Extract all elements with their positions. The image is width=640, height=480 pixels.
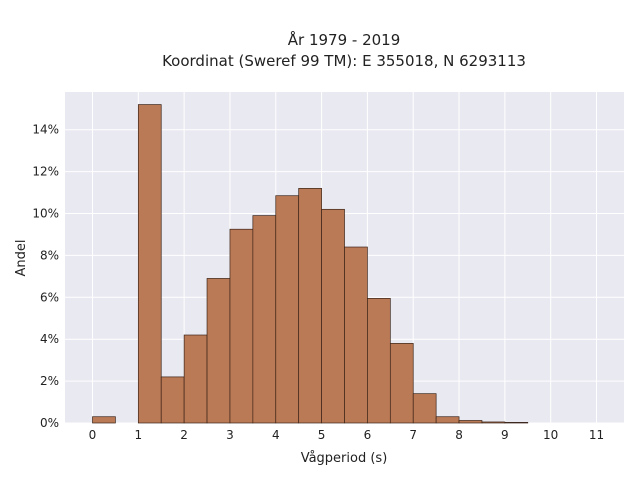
x-tick-label-9: 9 [501, 428, 509, 442]
bar-16 [481, 421, 506, 424]
y-tick-labels: 0% 2% 4% 6% 8% 10% 12% 14% [32, 123, 59, 430]
x-tick-label-2: 2 [180, 428, 188, 442]
bar-9 [321, 208, 345, 424]
y-tick-label-4: 8% [40, 248, 59, 262]
bar-6 [252, 215, 277, 424]
x-tick-label-3: 3 [226, 428, 234, 442]
x-tick-label-1: 1 [134, 428, 142, 442]
y-tick-label-0: 0% [40, 416, 59, 430]
chart-title-line-2: Koordinat (Sweref 99 TM): E 355018, N 62… [162, 52, 526, 70]
bar-4 [206, 278, 231, 424]
bar-7 [275, 195, 300, 424]
bar-1 [137, 104, 162, 424]
x-tick-label-6: 6 [364, 428, 372, 442]
bar-11 [367, 298, 391, 424]
bar-10 [344, 246, 368, 424]
bar-13 [412, 393, 437, 424]
x-axis-label: Vågperiod (s) [301, 451, 388, 466]
x-tick-label-0: 0 [89, 428, 97, 442]
x-tick-label-4: 4 [272, 428, 280, 442]
x-tick-label-10: 10 [543, 428, 558, 442]
bar-5 [229, 228, 254, 424]
y-tick-label-3: 6% [40, 290, 59, 304]
bar-17 [504, 422, 529, 424]
bar-2 [160, 376, 185, 424]
y-axis-label: Andel [14, 240, 29, 277]
y-tick-label-7: 14% [32, 123, 59, 137]
x-tick-label-7: 7 [409, 428, 417, 442]
x-tick-label-8: 8 [455, 428, 463, 442]
bar-8 [298, 188, 322, 424]
x-tick-labels: 0 1 2 3 4 5 6 7 8 9 10 11 [89, 428, 604, 442]
bar-14 [435, 416, 460, 424]
chart-title-line-1: År 1979 - 2019 [288, 30, 401, 49]
y-tick-label-5: 10% [32, 207, 59, 221]
bar-0 [92, 416, 116, 424]
y-tick-label-6: 12% [32, 165, 59, 179]
bar-15 [458, 420, 483, 424]
y-tick-label-2: 4% [40, 332, 59, 346]
bar-12 [389, 343, 414, 424]
y-tick-label-1: 2% [40, 374, 59, 388]
bar-3 [183, 334, 208, 424]
x-tick-label-11: 11 [589, 428, 604, 442]
bars [92, 104, 529, 424]
x-tick-label-5: 5 [318, 428, 326, 442]
